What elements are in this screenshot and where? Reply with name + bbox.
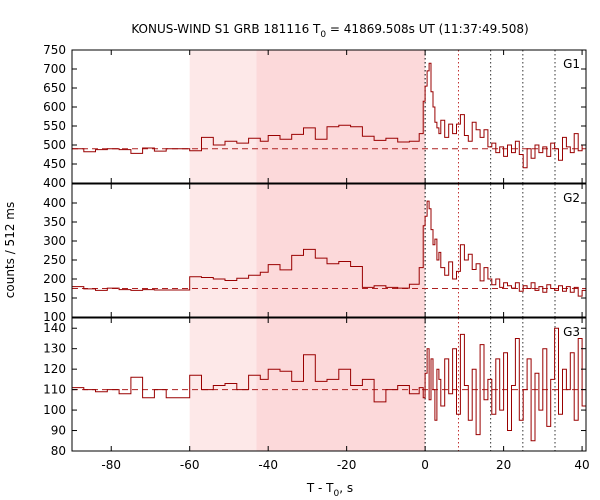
y-tick-label-g3: 80	[51, 444, 66, 458]
y-tick-label-g3: 120	[43, 362, 66, 376]
y-tick-label-g1: 600	[43, 100, 66, 114]
shaded-interval-g2-2	[256, 184, 426, 317]
y-tick-label-g3: 90	[51, 424, 66, 438]
y-axis-label: counts / 512 ms	[3, 202, 17, 298]
panel-label-g2: G2	[563, 191, 580, 205]
y-tick-label-g2: 200	[43, 272, 66, 286]
count-rate-trace-g3	[72, 327, 586, 442]
x-tick-label: 40	[574, 458, 589, 472]
y-tick-label-g2: 400	[43, 196, 66, 210]
count-rate-trace-g1	[72, 62, 586, 169]
panel-frame-g1	[71, 49, 587, 184]
chart-title: KONUS-WIND S1 GRB 181116 T0 = 41869.508s…	[131, 22, 528, 40]
y-tick-label-g1: 500	[43, 138, 66, 152]
shaded-interval-g1-1	[189, 50, 257, 183]
y-tick-label-g3: 110	[43, 383, 66, 397]
x-tick-label: 0	[421, 458, 429, 472]
y-tick-label-g1: 650	[43, 81, 66, 95]
y-tick-label-g1: 550	[43, 119, 66, 133]
shaded-interval-g1-2	[256, 50, 426, 183]
panel-label-g3: G3	[563, 325, 580, 339]
x-tick-label: -40	[258, 458, 278, 472]
shaded-interval-g3-1	[189, 318, 257, 451]
y-tick-label-g1: 450	[43, 157, 66, 171]
y-tick-label-g1: 750	[43, 43, 66, 57]
y-tick-label-g3: 140	[43, 321, 66, 335]
panel-label-g1: G1	[563, 57, 580, 71]
panel-frame-g3	[71, 317, 587, 452]
y-tick-label-g2: 250	[43, 253, 66, 267]
y-tick-label-g2: 150	[43, 291, 66, 305]
x-tick-label: 20	[496, 458, 511, 472]
y-tick-label-g1: 400	[43, 176, 66, 190]
y-tick-label-g2: 100	[43, 310, 66, 324]
panel-frame-g2	[71, 183, 587, 318]
shaded-interval-g3-2	[256, 318, 426, 451]
y-tick-label-g3: 100	[43, 403, 66, 417]
y-tick-label-g3: 130	[43, 342, 66, 356]
y-tick-label-g1: 700	[43, 62, 66, 76]
x-tick-label: -60	[180, 458, 200, 472]
shaded-interval-g2-1	[189, 184, 257, 317]
y-tick-label-g2: 300	[43, 234, 66, 248]
x-tick-label: -80	[101, 458, 121, 472]
x-axis-label: T - T0, s	[306, 481, 353, 499]
count-rate-trace-g2	[72, 200, 586, 297]
x-tick-label: -20	[337, 458, 357, 472]
y-tick-label-g2: 350	[43, 215, 66, 229]
